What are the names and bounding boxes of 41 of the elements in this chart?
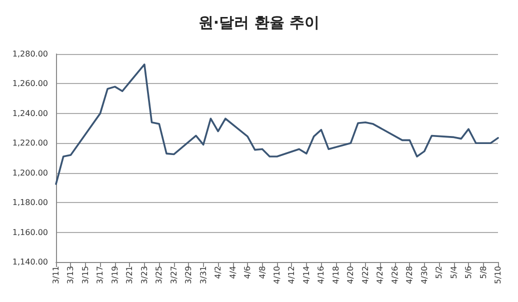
y-tick-label: 1,280.00	[12, 50, 48, 58]
y-tick-label: 1,200.00	[12, 168, 48, 178]
x-tick-label: 3/13	[66, 266, 76, 284]
x-tick-label: 5/8	[478, 266, 488, 279]
y-tick-label: 1,240.00	[12, 108, 48, 118]
chart-title: 원·달러 환율 추이	[198, 14, 320, 32]
x-tick-label: 3/11	[52, 266, 60, 284]
x-tick-label: 4/18	[331, 266, 340, 284]
x-tick-label: 4/14	[302, 266, 311, 284]
x-tick-label: 4/6	[243, 266, 252, 279]
line-series	[55, 64, 499, 185]
x-tick-label: 3/21	[125, 266, 134, 284]
x-tick-label: 3/23	[140, 266, 149, 284]
x-tick-label: 4/16	[316, 266, 326, 284]
x-tick-label: 5/10	[494, 266, 502, 284]
x-tick-label: 4/20	[346, 266, 356, 284]
y-tick-label: 1,140.00	[12, 258, 48, 266]
x-tick-label: 3/29	[184, 266, 194, 284]
x-tick-label: 5/2	[434, 266, 444, 279]
x-tick-label: 3/25	[154, 266, 164, 284]
x-tick-label: 4/10	[272, 266, 282, 284]
x-tick-label: 4/4	[228, 266, 238, 279]
x-tick-label: 4/26	[390, 266, 400, 284]
x-tick-label: 3/31	[198, 266, 208, 284]
x-tick-label: 5/4	[449, 266, 458, 279]
x-tick-label: 3/19	[110, 266, 120, 284]
y-tick-label: 1,220.00	[12, 138, 48, 148]
x-tick-label: 3/15	[80, 266, 90, 284]
x-tick-label: 3/17	[96, 266, 105, 284]
x-tick-label: 4/2	[214, 266, 223, 279]
x-tick-label: 4/28	[405, 266, 414, 284]
y-tick-label: 1,260.00	[12, 79, 48, 88]
x-tick-label: 5/6	[464, 266, 474, 279]
y-tick-label: 1,180.00	[12, 198, 48, 208]
x-tick-label: 4/8	[258, 266, 267, 279]
x-tick-label: 4/24	[376, 266, 385, 284]
x-tick-label: 3/27	[169, 266, 178, 284]
x-tick-label: 4/22	[360, 266, 370, 284]
y-tick-label: 1,160.00	[12, 228, 48, 237]
x-tick-label: 4/30	[420, 266, 429, 284]
x-tick-label: 4/12	[287, 266, 296, 284]
